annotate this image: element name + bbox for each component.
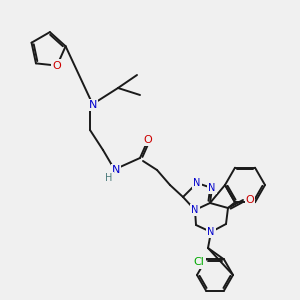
Text: H: H (105, 173, 113, 183)
Text: N: N (208, 183, 216, 193)
Text: N: N (207, 227, 215, 237)
Text: Cl: Cl (194, 257, 204, 267)
Text: N: N (191, 205, 199, 215)
Text: O: O (246, 195, 254, 205)
Text: N: N (112, 165, 120, 175)
Text: N: N (89, 100, 97, 110)
Text: O: O (144, 135, 152, 145)
Text: O: O (52, 61, 62, 70)
Text: N: N (193, 178, 201, 188)
